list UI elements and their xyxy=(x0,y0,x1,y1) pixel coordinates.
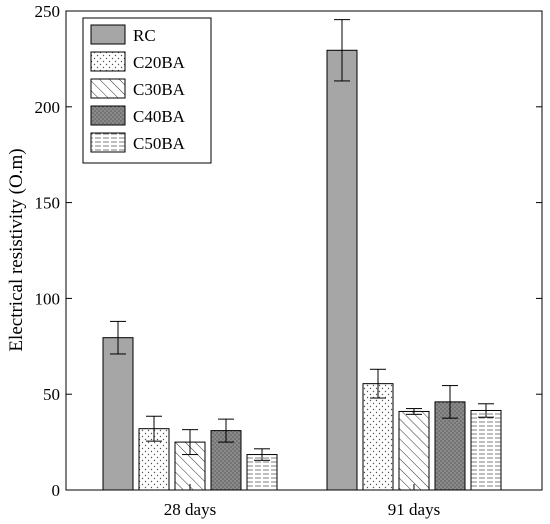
legend-swatch-c30ba xyxy=(90,78,126,99)
bar-c20ba-2 xyxy=(362,383,394,491)
axes-frame xyxy=(65,10,543,491)
y-tick-label: 100 xyxy=(35,289,61,308)
y-tick-label: 200 xyxy=(35,98,61,117)
bar-c50ba-2 xyxy=(470,409,502,491)
legend-swatch-c50ba xyxy=(90,132,126,153)
legend-label-c40ba: C40BA xyxy=(133,107,186,126)
y-tick-label: 0 xyxy=(52,481,61,500)
bar-c30ba-2 xyxy=(398,410,430,491)
bar-rc-2 xyxy=(326,49,358,491)
x-tick-label: 91 days xyxy=(388,500,440,519)
legend-label-c20ba: C20BA xyxy=(133,53,186,72)
y-tick-label: 50 xyxy=(43,385,60,404)
y-tick-label: 150 xyxy=(35,194,61,213)
y-tick-label: 250 xyxy=(35,2,61,21)
x-tick-label: 28 days xyxy=(164,500,216,519)
legend-label-rc: RC xyxy=(133,26,156,45)
legend-swatch-rc xyxy=(90,24,126,45)
bar-rc-1 xyxy=(102,337,134,491)
legend-swatch-c20ba xyxy=(90,51,126,72)
y-axis-label: Electrical resistivity (O.m) xyxy=(6,148,27,351)
legend-label-c50ba: C50BA xyxy=(133,134,186,153)
legend-swatch-c40ba xyxy=(90,105,126,126)
plot-area: 0 50 100 150 200 250 28 days 91 days RC C20BA C30B… xyxy=(35,2,543,519)
legend-label-c30ba: C30BA xyxy=(133,80,186,99)
